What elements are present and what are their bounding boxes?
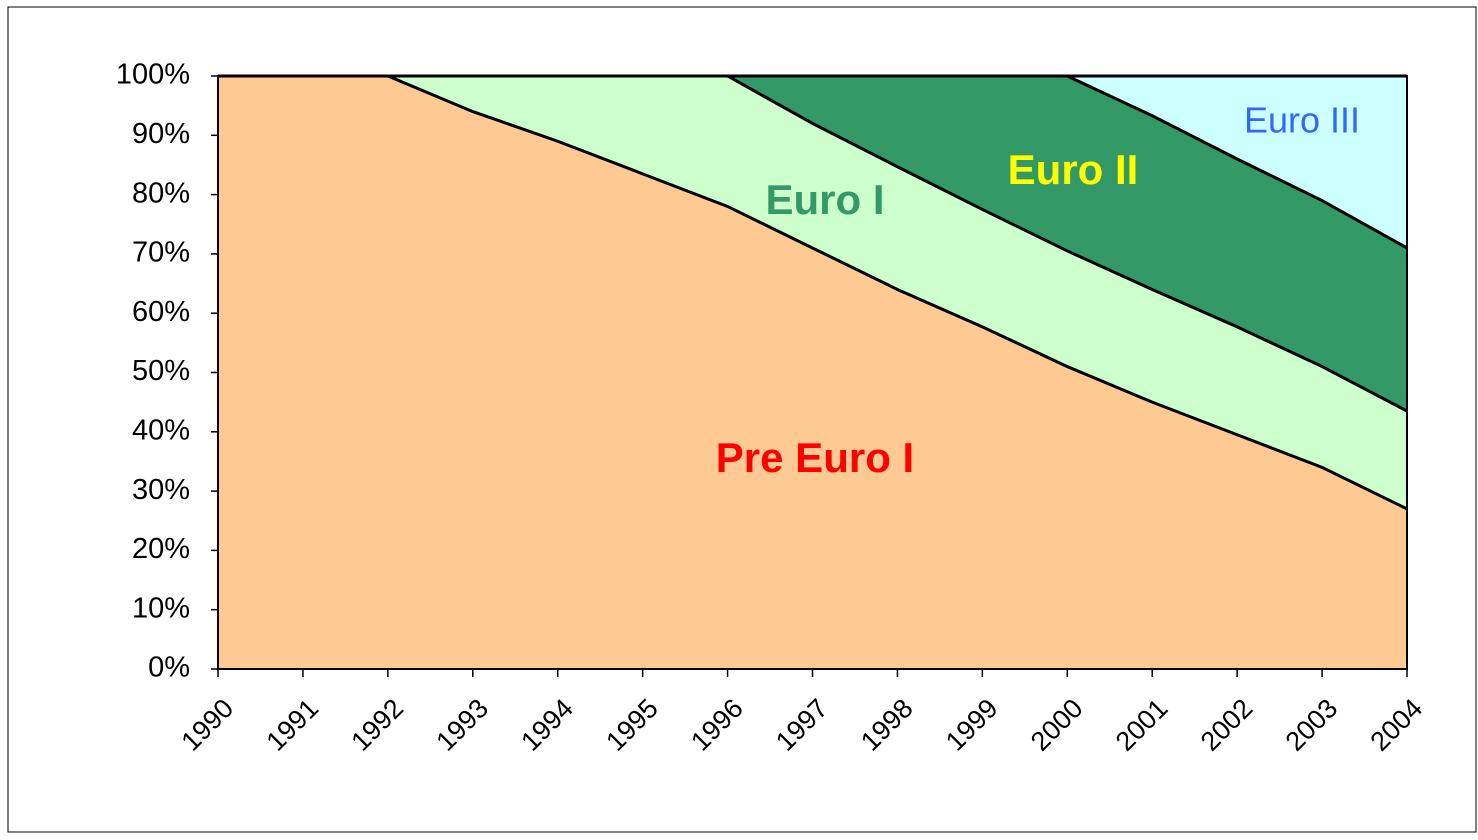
y-tick-label: 100% <box>116 59 190 91</box>
y-tick-label: 50% <box>132 355 190 387</box>
area <box>218 76 1407 669</box>
y-tick-label: 0% <box>148 652 190 684</box>
y-tick-label: 70% <box>132 237 190 269</box>
area <box>218 76 1407 509</box>
series-label: Euro I <box>765 176 884 223</box>
series-label: Euro III <box>1244 100 1360 141</box>
y-tick-label: 90% <box>132 118 190 150</box>
y-tick-label: 30% <box>132 474 190 506</box>
area <box>218 76 1407 248</box>
y-tick-label: 10% <box>132 592 190 624</box>
y-tick-label: 80% <box>132 177 190 209</box>
series-label: Pre Euro I <box>716 434 914 481</box>
area <box>218 76 1407 412</box>
y-tick-label: 60% <box>132 296 190 328</box>
y-tick-label: 40% <box>132 414 190 446</box>
series-label: Euro II <box>1008 146 1139 193</box>
area-boundary <box>218 74 1408 511</box>
y-tick-label: 20% <box>132 533 190 565</box>
